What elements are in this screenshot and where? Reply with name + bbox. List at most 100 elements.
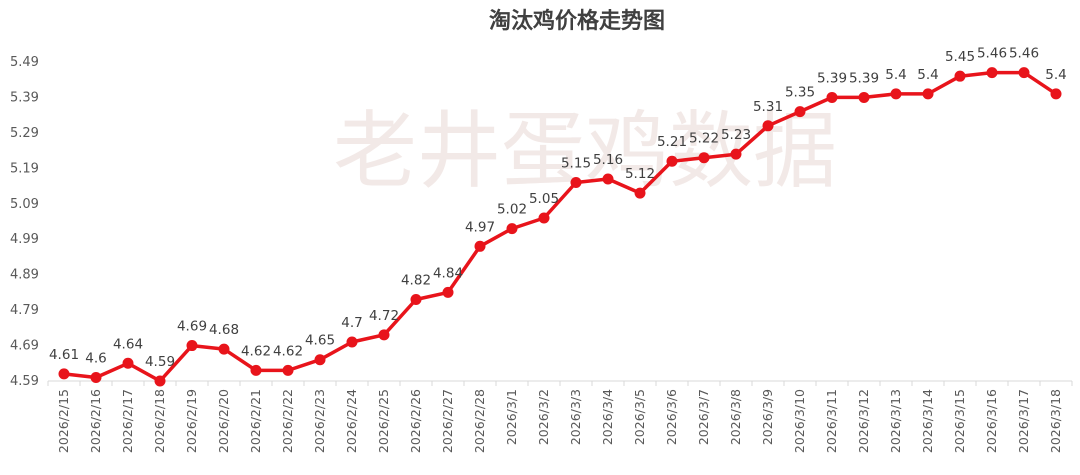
data-label: 5.35 bbox=[785, 85, 815, 101]
data-label: 5.21 bbox=[657, 134, 687, 150]
x-tick-label: 2026/3/10 bbox=[792, 389, 807, 453]
data-point bbox=[378, 329, 390, 341]
data-labels: 4.61 4.64.644.594.69 4.684.62 4.624.654.7 4.… bbox=[49, 46, 1067, 370]
x-tick-label: 2026/2/16 bbox=[88, 389, 103, 453]
x-tick-label: 2026/3/1 bbox=[504, 389, 519, 445]
data-label: 5.4 bbox=[917, 67, 938, 83]
data-label: 4.62 bbox=[241, 343, 271, 359]
data-point bbox=[282, 364, 294, 376]
data-label: 4.82 bbox=[401, 272, 431, 288]
data-point bbox=[1050, 88, 1062, 100]
data-label: 5.46 bbox=[1009, 46, 1039, 62]
x-tick-label: 2026/2/24 bbox=[344, 389, 359, 453]
data-label: 5.31 bbox=[753, 99, 783, 115]
data-point bbox=[762, 120, 774, 132]
data-label: 5.02 bbox=[497, 202, 527, 218]
data-label: 4.69 bbox=[177, 319, 207, 335]
data-label: 4.62 bbox=[273, 343, 303, 359]
data-point bbox=[186, 340, 198, 352]
y-tick-label: 5.09 bbox=[10, 197, 39, 212]
x-tick-label: 2026/2/22 bbox=[280, 389, 295, 453]
data-point bbox=[826, 91, 838, 103]
data-point bbox=[346, 336, 358, 348]
data-point bbox=[314, 354, 326, 366]
x-tick-label: 2026/3/7 bbox=[696, 389, 711, 445]
data-label: 5.22 bbox=[689, 131, 719, 147]
data-point bbox=[122, 357, 134, 369]
data-label: 5.12 bbox=[625, 166, 655, 182]
x-tick-label: 2026/3/6 bbox=[664, 389, 679, 445]
x-tick-label: 2026/3/5 bbox=[632, 389, 647, 445]
x-tick-label: 2026/3/17 bbox=[1016, 389, 1031, 453]
y-tick-label: 5.29 bbox=[10, 126, 39, 141]
data-label: 4.6 bbox=[85, 350, 106, 366]
x-tick-label: 2026/3/12 bbox=[856, 389, 871, 453]
x-tick-label: 2026/3/18 bbox=[1048, 389, 1063, 453]
x-tick-label: 2026/2/23 bbox=[312, 389, 327, 453]
x-tick-label: 2026/2/18 bbox=[152, 389, 167, 453]
data-label: 4.84 bbox=[433, 265, 463, 281]
x-tick-label: 2026/3/2 bbox=[536, 389, 551, 445]
data-label: 4.7 bbox=[341, 315, 362, 331]
data-point bbox=[442, 286, 454, 298]
x-tick-label: 2026/3/4 bbox=[600, 389, 615, 445]
data-point bbox=[570, 177, 582, 189]
data-point bbox=[538, 212, 550, 224]
y-tick-label: 4.69 bbox=[10, 339, 39, 354]
x-tick-label: 2026/2/21 bbox=[248, 389, 263, 453]
x-tick-label: 2026/2/26 bbox=[408, 389, 423, 453]
y-tick-label: 5.39 bbox=[10, 90, 39, 105]
x-tick-label: 2026/2/27 bbox=[440, 389, 455, 453]
data-point bbox=[730, 148, 742, 160]
x-tick-label: 2026/3/11 bbox=[824, 389, 839, 453]
x-tick-label: 2026/2/25 bbox=[376, 389, 391, 453]
x-tick-label: 2026/3/9 bbox=[760, 389, 775, 445]
x-tick-label: 2026/3/13 bbox=[888, 389, 903, 453]
data-label: 5.46 bbox=[977, 46, 1007, 62]
x-tick-label: 2026/2/15 bbox=[56, 389, 71, 453]
data-label: 5.39 bbox=[817, 70, 847, 86]
x-tick-label: 2026/2/19 bbox=[184, 389, 199, 453]
data-point bbox=[954, 70, 966, 82]
x-tick-label: 2026/3/3 bbox=[568, 389, 583, 445]
x-tick-label: 2026/3/14 bbox=[920, 389, 935, 453]
data-label: 5.23 bbox=[721, 127, 751, 143]
data-label: 4.61 bbox=[49, 347, 79, 363]
data-point bbox=[634, 187, 646, 199]
chart-title: 淘汰鸡价格走势图 bbox=[489, 8, 665, 34]
data-point bbox=[890, 88, 902, 100]
data-label: 5.16 bbox=[593, 152, 623, 168]
x-tick-label: 2026/2/28 bbox=[472, 389, 487, 453]
x-tick-label: 2026/3/16 bbox=[984, 389, 999, 453]
data-label: 4.68 bbox=[209, 322, 239, 338]
data-point bbox=[154, 375, 166, 387]
x-tick-label: 2026/3/8 bbox=[728, 389, 743, 445]
chart-watermark: 老井蛋鸡数据 bbox=[333, 102, 837, 200]
x-tick-label: 2026/2/20 bbox=[216, 389, 231, 453]
data-point bbox=[858, 91, 870, 103]
data-point bbox=[410, 293, 422, 305]
data-label: 5.39 bbox=[849, 70, 879, 86]
data-point bbox=[698, 152, 710, 164]
data-point bbox=[794, 106, 806, 118]
data-point bbox=[90, 371, 102, 383]
data-label: 5.05 bbox=[529, 191, 559, 207]
data-point bbox=[250, 364, 262, 376]
y-tick-label: 4.99 bbox=[10, 232, 39, 247]
data-point bbox=[602, 173, 614, 185]
data-point bbox=[218, 343, 230, 355]
data-point bbox=[986, 67, 998, 79]
data-point bbox=[922, 88, 934, 100]
data-label: 5.4 bbox=[885, 67, 906, 83]
data-point bbox=[474, 240, 486, 252]
data-label: 5.4 bbox=[1045, 67, 1066, 83]
data-label: 5.45 bbox=[945, 49, 975, 65]
data-label: 4.97 bbox=[465, 219, 495, 235]
y-tick-label: 4.89 bbox=[10, 268, 39, 283]
y-axis: 4.59 4.69 4.79 4.89 4.99 5.09 5.19 5.29 5.39 5.49 bbox=[10, 55, 39, 389]
data-label: 4.59 bbox=[145, 354, 175, 370]
y-tick-label: 5.49 bbox=[10, 55, 39, 70]
data-point bbox=[506, 223, 518, 235]
y-tick-label: 4.59 bbox=[10, 374, 39, 389]
